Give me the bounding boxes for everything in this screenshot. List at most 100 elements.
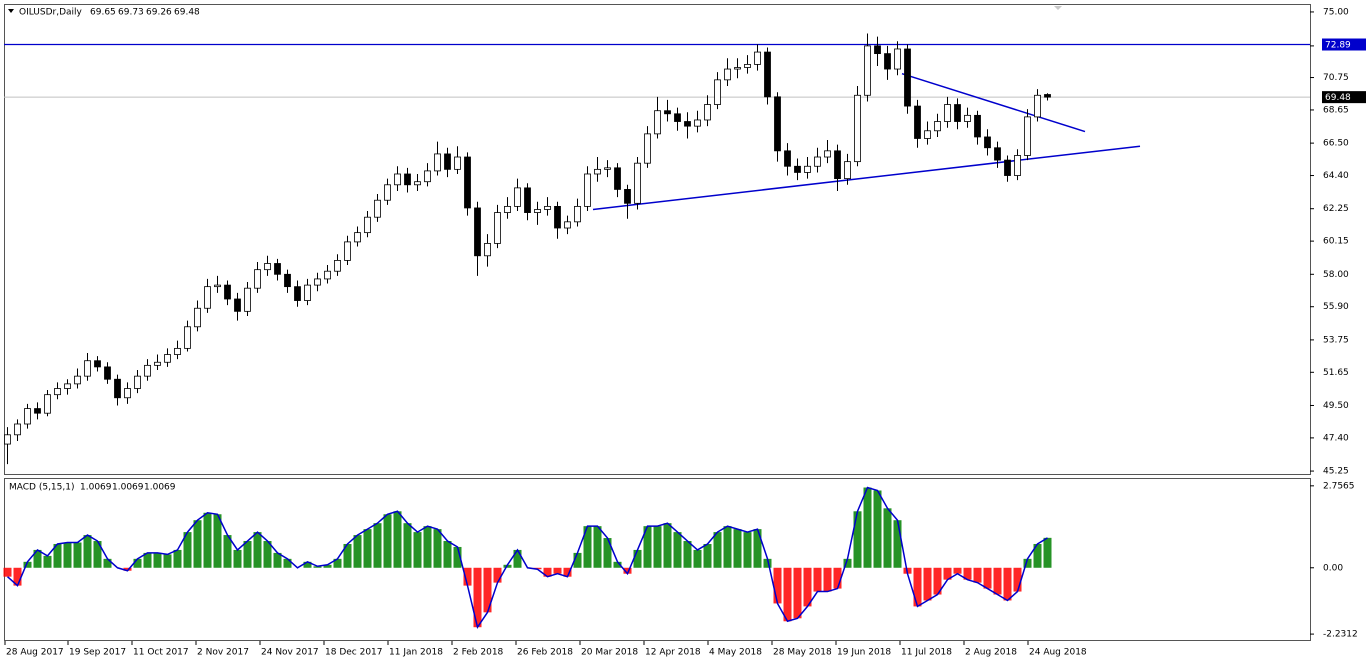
candle-body xyxy=(214,284,221,288)
candle-body xyxy=(244,287,251,312)
histogram-bar xyxy=(413,532,422,568)
candle-body xyxy=(774,96,781,152)
candle-body xyxy=(404,173,411,186)
histogram-bar xyxy=(613,561,622,568)
candle-body xyxy=(334,260,341,272)
candle-body xyxy=(634,162,641,204)
candle-body xyxy=(354,232,361,243)
histogram-bar xyxy=(893,520,902,568)
histogram-bar xyxy=(763,558,772,568)
histogram-bar xyxy=(653,526,662,568)
histogram-bar xyxy=(183,532,192,568)
histogram-bar xyxy=(843,558,852,568)
y-tick-label: 66.50 xyxy=(1323,139,1349,149)
candle-body xyxy=(1024,116,1031,156)
histogram-bar xyxy=(333,558,342,568)
x-tick-label: 19 Sep 2017 xyxy=(69,648,126,658)
candle-body xyxy=(704,104,711,121)
histogram-bar xyxy=(73,542,82,568)
candle-body xyxy=(344,241,351,261)
histogram-bar xyxy=(863,487,872,568)
histogram-bar xyxy=(583,526,592,568)
candle-body xyxy=(644,133,651,164)
candle-body xyxy=(884,53,891,70)
histogram-bar xyxy=(553,567,562,574)
main-frame xyxy=(4,4,1311,475)
histogram-bar xyxy=(793,567,802,619)
histogram-bar xyxy=(373,523,382,568)
candle-body xyxy=(54,388,61,396)
candle-body xyxy=(394,173,401,186)
candle-body xyxy=(484,243,491,257)
symbol-label: OILUSDr,Daily xyxy=(19,8,83,18)
x-tick-label: 26 Feb 2018 xyxy=(517,648,573,658)
candle-body xyxy=(854,94,861,163)
candle-body xyxy=(824,150,831,158)
histogram-bar xyxy=(123,567,132,571)
candle-body xyxy=(584,173,591,207)
candle-body xyxy=(694,119,701,127)
candle-body xyxy=(544,205,551,210)
candle-body xyxy=(314,278,321,286)
histogram-bar xyxy=(43,555,52,568)
histogram-bar xyxy=(853,511,862,568)
histogram-bar xyxy=(263,541,272,568)
x-tick-label: 24 Aug 2018 xyxy=(1029,648,1087,658)
level-tag-box xyxy=(1322,38,1366,51)
histogram-bar xyxy=(953,567,962,574)
histogram-bar xyxy=(83,535,92,568)
candle-body xyxy=(194,307,201,328)
candle-body xyxy=(174,347,181,355)
histogram-bar xyxy=(603,538,612,568)
menu-arrow[interactable] xyxy=(8,9,14,13)
candle-body xyxy=(914,105,921,139)
candle-body xyxy=(924,130,931,139)
histogram-bar xyxy=(773,567,782,604)
histogram-bar xyxy=(33,549,42,568)
x-tick-label: 11 Oct 2017 xyxy=(133,648,189,658)
candle-body xyxy=(524,187,531,213)
y-tick-label: 62.25 xyxy=(1323,204,1349,214)
histogram-bar xyxy=(913,567,922,607)
histogram-bar xyxy=(623,567,632,574)
x-tick-label: 2 Nov 2017 xyxy=(197,648,249,658)
candle-body xyxy=(454,156,461,170)
shift-marker xyxy=(1054,6,1062,10)
histogram-bar xyxy=(923,567,932,601)
candle-body xyxy=(84,360,91,377)
candle-body xyxy=(414,181,421,186)
histogram-bar xyxy=(443,541,452,568)
histogram-bar xyxy=(973,567,982,583)
histogram-bar xyxy=(143,552,152,568)
low-value: 69.26 xyxy=(146,8,172,18)
candle-body xyxy=(324,270,331,280)
histogram-bar xyxy=(253,532,262,568)
open-value: 69.65 xyxy=(90,8,116,18)
histogram-bar xyxy=(213,514,222,568)
histogram-bar xyxy=(743,532,752,568)
histogram-bar xyxy=(513,549,522,568)
x-tick-label: 24 Nov 2017 xyxy=(261,648,319,658)
x-tick-label: 18 Dec 2017 xyxy=(325,648,383,658)
candle-body xyxy=(384,184,391,201)
histogram-bar xyxy=(63,542,72,568)
histogram-bar xyxy=(3,567,12,577)
histogram-bar xyxy=(543,567,552,577)
x-tick-label: 11 Jan 2018 xyxy=(389,648,443,658)
candle-body xyxy=(304,284,311,301)
histogram-bar xyxy=(663,523,672,568)
candle-body xyxy=(834,150,841,180)
candle-body xyxy=(934,121,941,132)
histogram-bar xyxy=(433,529,442,568)
y-tick-label: -2.2312 xyxy=(1323,630,1358,640)
histogram-bar xyxy=(713,532,722,568)
candle-body xyxy=(264,263,271,271)
histogram-bar xyxy=(13,567,22,586)
high-value: 69.73 xyxy=(118,8,144,18)
x-tick-label: 19 Jun 2018 xyxy=(837,648,891,658)
candle-body xyxy=(804,165,811,173)
candle-body xyxy=(674,113,681,122)
candle-body xyxy=(564,221,571,229)
histogram-bar xyxy=(303,561,312,568)
